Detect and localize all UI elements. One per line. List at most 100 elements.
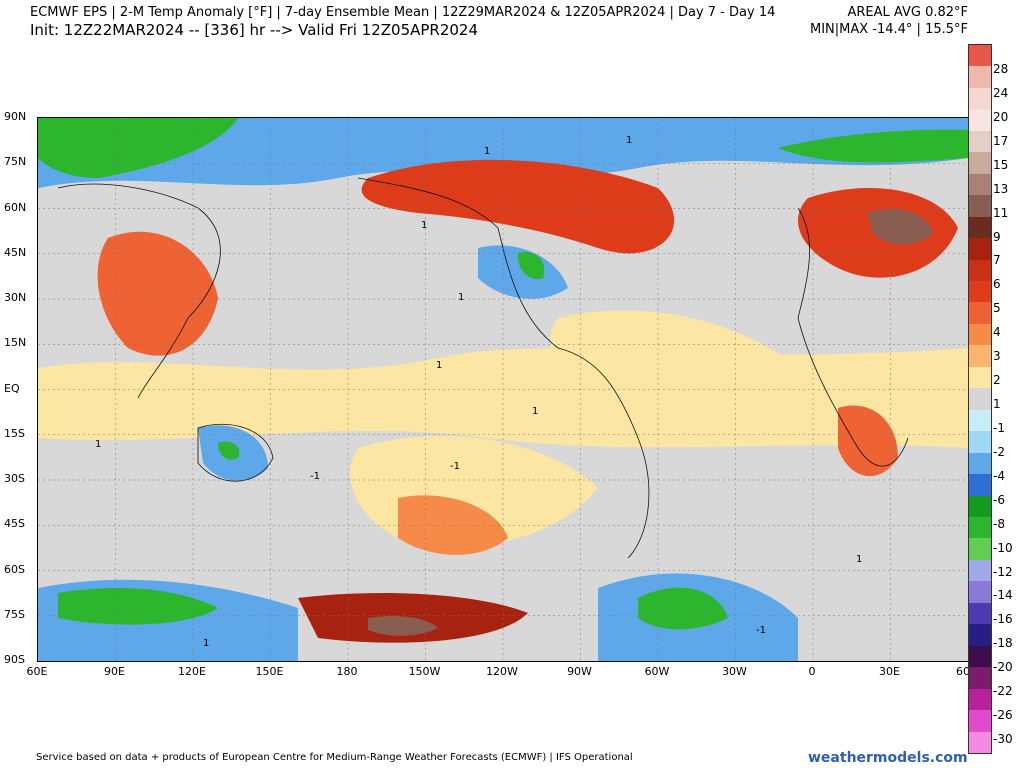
colorbar — [968, 44, 992, 754]
footer-brand-link[interactable]: weathermodels.com — [808, 750, 968, 766]
atlantic-warm — [550, 310, 798, 423]
footer-credit: Service based on data + products of Euro… — [36, 752, 633, 763]
contour-label: 1 — [436, 360, 442, 371]
colorbar-swatch — [969, 323, 991, 346]
coastlines — [57, 177, 909, 559]
contour-label: 1 — [203, 638, 209, 649]
colorbar-swatch — [969, 45, 991, 67]
colorbar-label: 13 — [993, 181, 1009, 196]
lon-label: 30E — [879, 665, 900, 678]
lon-label: 180 — [336, 665, 358, 678]
colorbar-swatch — [969, 538, 991, 561]
eastern-europe-peak — [868, 209, 933, 245]
areal-average: AREAL AVG 0.82°F — [847, 5, 969, 20]
lat-label: 30N — [4, 291, 27, 304]
colorbar-swatch — [969, 238, 991, 261]
colorbar-label: 24 — [993, 85, 1009, 100]
contour-label-negative: -1 — [310, 471, 320, 482]
colorbar-swatch — [969, 281, 991, 303]
lat-label: 90N — [4, 110, 27, 123]
lat-label: 75S — [4, 607, 25, 621]
colorbar-swatch — [969, 366, 991, 389]
colorbar-swatch — [969, 431, 991, 454]
north-america-warm — [361, 159, 675, 254]
colorbar-swatch — [969, 688, 991, 711]
greenland-cold — [778, 129, 968, 163]
southern-africa-warm — [838, 405, 898, 477]
colorbar-label: 11 — [993, 205, 1009, 220]
colorbar-label: -14 — [993, 588, 1013, 603]
contour-label: 1 — [626, 135, 632, 146]
lon-label: 60W — [644, 665, 670, 678]
lon-label: 0 — [808, 665, 816, 678]
lon-label: 60E — [26, 665, 48, 678]
colorbar-label: 1 — [993, 397, 1001, 411]
colorbar-label: -16 — [993, 612, 1013, 627]
colorbar-label: -6 — [993, 492, 1005, 507]
map-title: ECMWF EPS | 2-M Temp Anomaly [°F] | 7-da… — [30, 5, 776, 20]
lat-label: 60N — [4, 200, 27, 214]
colorbar-swatch — [969, 710, 991, 733]
colorbar-label: -4 — [993, 468, 1005, 483]
map-svg: 1 1 1 1 1 1 1 -1 -1 1 1 -1 — [38, 118, 968, 661]
colorbar-swatch — [969, 495, 991, 518]
colorbar-swatch — [969, 667, 991, 690]
colorbar-swatch — [969, 581, 991, 604]
lon-label: 150E — [255, 665, 284, 678]
colorbar-swatch — [969, 130, 991, 153]
central-us-cold — [478, 245, 568, 299]
peninsula-green — [638, 587, 728, 630]
colorbar-swatch — [969, 474, 991, 497]
asia-coastline — [57, 183, 221, 399]
lat-label: EQ — [4, 381, 20, 395]
lon-label: 120W — [486, 665, 518, 678]
contour-label: 1 — [532, 406, 538, 417]
lon-label: 90W — [567, 665, 592, 678]
contour-label: 1 — [421, 220, 427, 231]
colorbar-label: -2 — [993, 444, 1005, 459]
contour-label: 1 — [458, 292, 464, 303]
antarctic-warm-peak — [368, 616, 438, 636]
colorbar-swatch — [969, 173, 991, 196]
colorbar-label: 3 — [993, 349, 1001, 364]
africa-europe-coastline — [797, 207, 909, 467]
asia-warm — [97, 231, 218, 356]
lat-label: 15S — [4, 426, 25, 440]
colorbar-swatch — [969, 109, 991, 132]
contour-labels: 1 1 1 1 1 1 1 -1 -1 1 1 -1 — [95, 135, 862, 649]
lat-label: 75N — [4, 155, 27, 169]
contour-label: 1 — [95, 439, 101, 450]
colorbar-label: 9 — [993, 229, 1001, 244]
lat-label: 45S — [4, 517, 25, 531]
colorbar-label: 6 — [993, 277, 1001, 292]
colorbar-swatch — [969, 731, 991, 754]
colorbar-swatch — [969, 87, 991, 110]
contour-label-negative: -1 — [450, 461, 460, 472]
lon-label: 30W — [722, 665, 747, 678]
australia-green — [218, 441, 240, 460]
lat-label: 60S — [4, 562, 25, 576]
colorbar-label: -20 — [993, 660, 1013, 675]
lon-label: 120E — [178, 665, 206, 678]
colorbar-swatch — [969, 559, 991, 582]
lon-label: 90E — [104, 665, 125, 678]
colorbar-label: -8 — [993, 516, 1005, 531]
lat-lon-grid — [38, 118, 968, 661]
colorbar-label: 17 — [993, 133, 1009, 148]
central-us-green — [517, 252, 545, 279]
min-max: MIN|MAX -14.4° | 15.5°F — [809, 22, 968, 37]
colorbar-swatch — [969, 195, 991, 218]
colorbar-label: 2 — [993, 373, 1001, 388]
colorbar-swatch — [969, 152, 991, 175]
colorbar-swatch — [969, 259, 991, 282]
antarctic-green — [58, 588, 218, 625]
australia-coastline — [197, 423, 274, 482]
colorbar-label: 4 — [993, 325, 1001, 340]
colorbar-swatch — [969, 66, 991, 89]
colorbar-swatch — [969, 302, 991, 325]
lat-label: 90S — [4, 653, 25, 666]
colorbar-swatch — [969, 409, 991, 432]
colorbar-label: 7 — [993, 253, 1001, 268]
colorbar-swatch — [969, 452, 991, 475]
colorbar-swatch — [969, 645, 991, 668]
